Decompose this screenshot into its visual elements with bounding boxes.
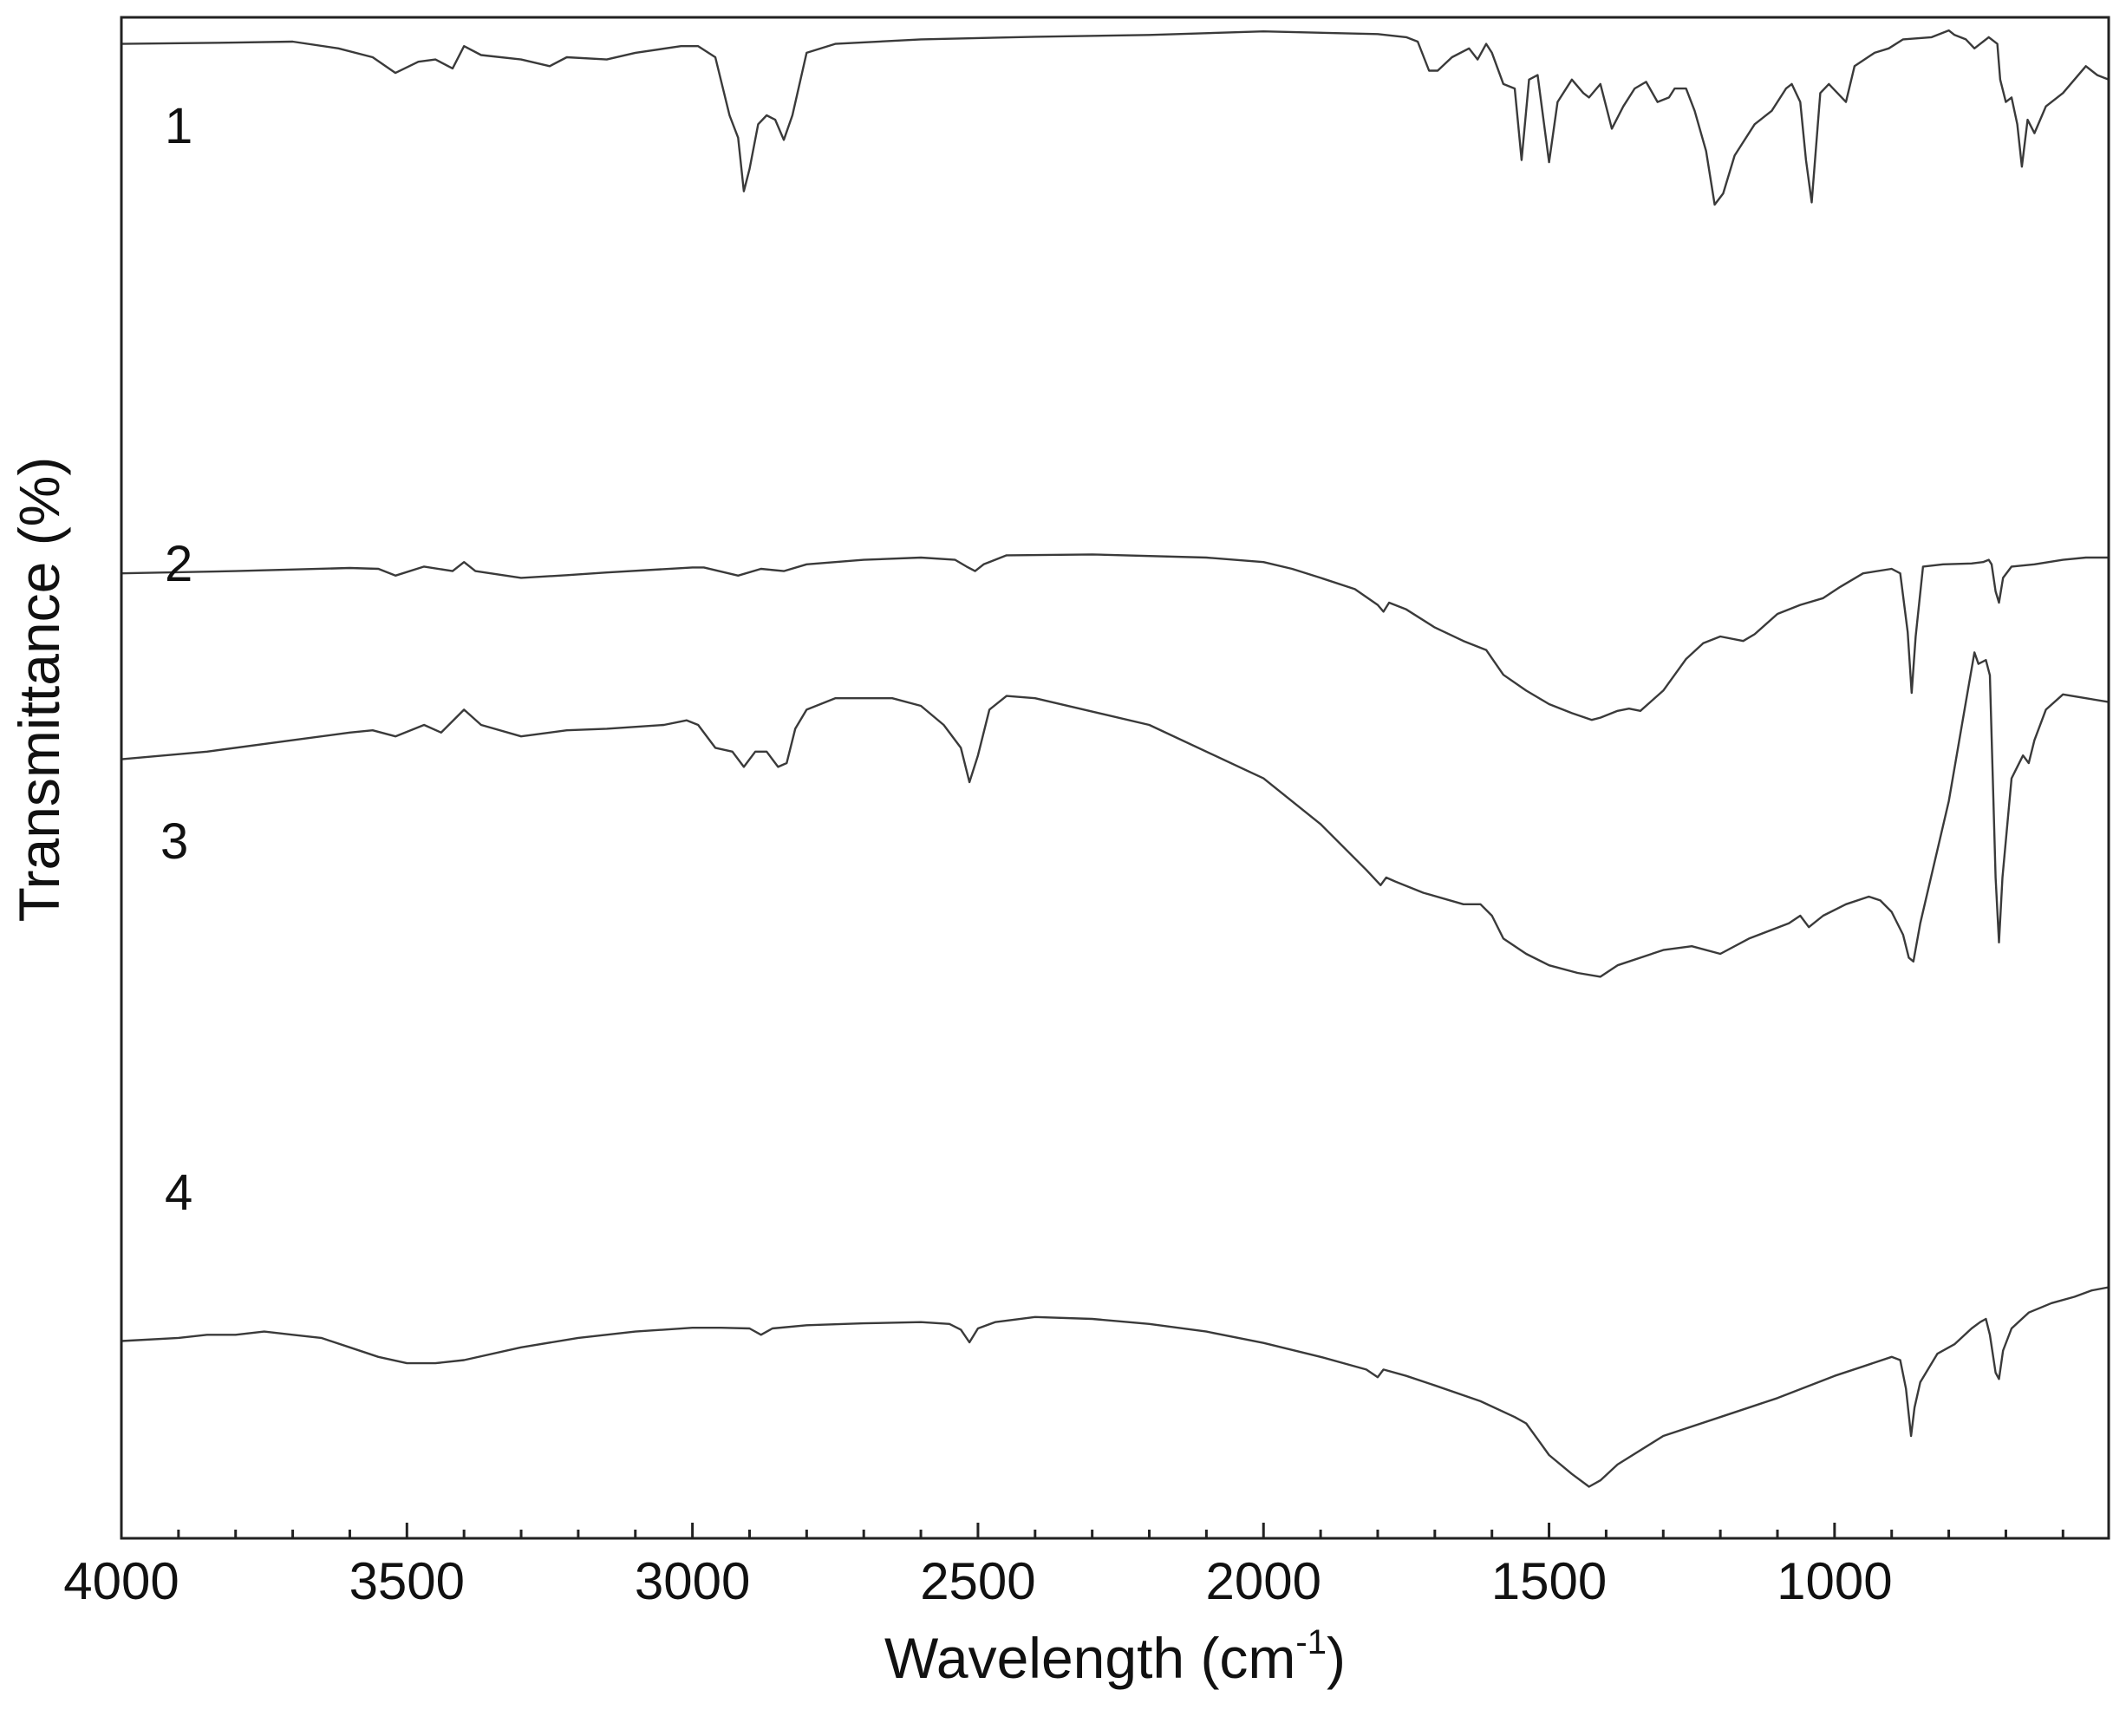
- y-axis-label: Transmittance (%): [7, 457, 71, 923]
- x-tick-label: 4000: [63, 1552, 179, 1610]
- series-label-4: 4: [165, 1165, 192, 1221]
- x-tick-label: 1500: [1491, 1552, 1607, 1610]
- spectrum-line-1: [121, 29, 2110, 206]
- series-label-2: 2: [165, 536, 192, 592]
- spectrum-line-3: [121, 651, 2110, 978]
- x-tick-label: 3500: [349, 1552, 465, 1610]
- series-label-3: 3: [160, 813, 188, 870]
- plot-frame: [120, 16, 2110, 1540]
- x-axis-label: Wavelength (cm-1): [884, 1623, 1346, 1690]
- x-tick-label: 1000: [1777, 1552, 1892, 1610]
- x-axis-ticks: 4000 3500 3000 2500 2000 1500 1000: [63, 1523, 2064, 1610]
- spectrum-line-2: [121, 553, 2109, 721]
- x-axis-label-superscript: -1: [1295, 1623, 1327, 1661]
- spectrum-line-4: [121, 1286, 2110, 1488]
- x-axis-label-close: ): [1327, 1626, 1346, 1690]
- x-tick-label: 3000: [635, 1552, 750, 1610]
- series-labels: 1 2 3 4: [160, 98, 192, 1221]
- series-label-1: 1: [165, 98, 192, 154]
- x-tick-label: 2500: [920, 1552, 1035, 1610]
- x-tick-label: 2000: [1205, 1552, 1321, 1610]
- series-layer: [121, 29, 2110, 1488]
